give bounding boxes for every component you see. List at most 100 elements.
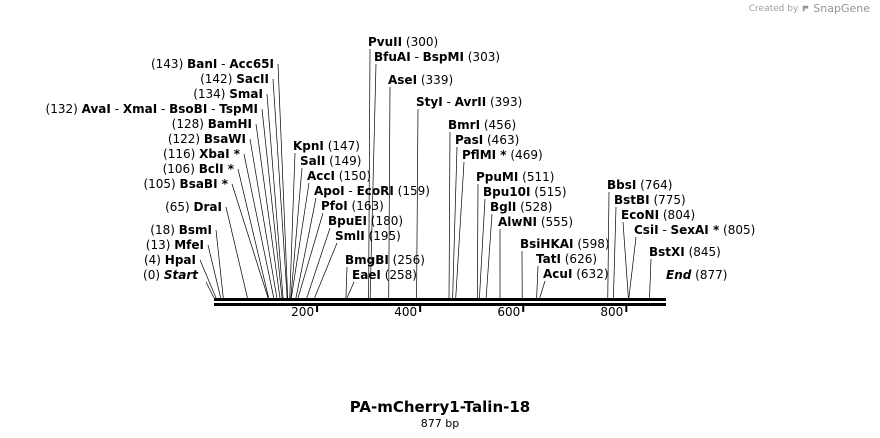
site-label-pflmi: PflMI * (469) <box>462 148 543 162</box>
sequence-line-bottom <box>214 303 666 306</box>
site-label-bpuei: BpuEI (180) <box>328 214 403 228</box>
site-name: AvaI <box>82 102 111 116</box>
site-position: (149) <box>325 154 361 168</box>
site-position: (463) <box>483 133 519 147</box>
site-leader-line <box>272 78 288 299</box>
site-position: (300) <box>402 35 438 49</box>
site-leader-line <box>477 183 479 299</box>
site-label-bgli: BglI (528) <box>490 200 552 214</box>
site-position: (456) <box>480 118 516 132</box>
map-title: PA-mCherry1-Talin-18 <box>349 398 531 416</box>
site-name: ApoI <box>314 184 345 198</box>
restriction-map: 200 400 600 800 (0) Start End (877) (143) BanI… <box>46 35 756 319</box>
site-label-pvuii: PvuII (300) <box>368 35 438 49</box>
site-name: TatI <box>536 252 561 266</box>
site-position: (116) <box>163 147 199 161</box>
site-leader-line <box>607 191 610 299</box>
tick-label: 200 <box>291 305 314 319</box>
site-label-tati: TatI (626) <box>536 252 597 266</box>
site-separator: - <box>111 102 123 116</box>
site-position: (528) <box>516 200 552 214</box>
site-leader-line <box>289 152 296 299</box>
site-position: (13) <box>146 238 174 252</box>
site-position: (393) <box>486 95 522 109</box>
site-position: (775) <box>650 193 686 207</box>
site-name: EcoRI <box>357 184 394 198</box>
site-label-pfoi: PfoI (163) <box>321 199 384 213</box>
site-position: (339) <box>417 73 453 87</box>
site-label-bfuai: BfuAI - BspMI (303) <box>374 50 500 64</box>
site-name: EcoNI <box>621 208 659 222</box>
site-position: (515) <box>530 185 566 199</box>
site-label-bstbi: BstBI (775) <box>614 193 686 207</box>
site-name: XbaI * <box>199 147 241 161</box>
site-name: BsaWI <box>204 132 246 146</box>
start-position: (0) <box>143 268 164 282</box>
site-label-bsihkai: BsiHKAI (598) <box>520 237 610 251</box>
site-leader-line <box>243 153 275 299</box>
site-leader-line <box>277 63 289 299</box>
site-name: PflMI * <box>462 148 507 162</box>
site-name: XmaI <box>123 102 157 116</box>
site-leader-line <box>628 236 637 299</box>
end-text: End <box>666 268 692 282</box>
site-label-bbsi: BbsI (764) <box>607 178 672 192</box>
site-name: BstXI <box>649 245 685 259</box>
site-leader-line <box>485 213 493 299</box>
site-name: BfuAI <box>374 50 411 64</box>
site-leader-line <box>455 161 465 299</box>
site-label-mfei: (13) MfeI <box>146 238 204 252</box>
site-leader-line <box>613 206 617 299</box>
site-name: PasI <box>455 133 483 147</box>
site-leader-line <box>261 108 283 299</box>
site-name: AcuI <box>543 267 572 281</box>
site-position: (105) <box>143 177 179 191</box>
title-block: PA-mCherry1-Talin-18 877 bp <box>0 398 880 430</box>
site-name: BglI <box>490 200 516 214</box>
site-name: HpaI <box>165 253 196 267</box>
site-leader-line <box>205 281 215 299</box>
site-name: BbsI <box>607 178 636 192</box>
site-position: (303) <box>464 50 500 64</box>
site-name: KpnI <box>293 139 324 153</box>
site-name: PvuII <box>368 35 402 49</box>
credit-created-by: Created by <box>748 3 799 14</box>
site-leader-line <box>255 123 281 299</box>
site-leader-line <box>452 146 458 299</box>
site-name: CsiI <box>634 223 659 237</box>
site-leader-line <box>388 86 391 299</box>
tick-label: 800 <box>600 305 623 319</box>
site-position: (159) <box>394 184 430 198</box>
site-separator: - <box>411 50 423 64</box>
site-position: (256) <box>389 253 425 267</box>
site-label-hpai: (4) HpaI <box>144 253 196 267</box>
site-label-kpni: KpnI (147) <box>293 139 360 153</box>
site-name: BpuEI <box>328 214 367 228</box>
site-position: (65) <box>165 200 193 214</box>
site-name: SmlI <box>335 229 365 243</box>
site-leader-line <box>416 108 419 299</box>
site-name: BstBI <box>614 193 650 207</box>
site-label-pasi: PasI (463) <box>455 133 519 147</box>
site-label-bpu10i: Bpu10I (515) <box>483 185 567 199</box>
credit: Created by SnapGene <box>749 2 870 15</box>
site-leader-line <box>215 229 224 299</box>
site-separator: - <box>345 184 357 198</box>
site-label-bmgbi: BmgBI (256) <box>345 253 425 267</box>
site-position: (258) <box>381 268 417 282</box>
site-name: BsmI <box>179 223 212 237</box>
start-text: Start <box>164 268 199 282</box>
site-label-bmri: BmrI (456) <box>448 118 516 132</box>
site-leader-line <box>297 212 324 299</box>
site-label-avai: (132) AvaI - XmaI - BsoBI - TspMI <box>46 102 258 116</box>
site-separator: - <box>659 223 671 237</box>
site-position: (764) <box>636 178 672 192</box>
site-name: PpuMI <box>476 170 518 184</box>
site-name: BsiHKAI <box>520 237 574 251</box>
tick-label: 400 <box>394 305 417 319</box>
site-label-csii: CsiI - SexAI * (805) <box>634 223 755 237</box>
site-position: (598) <box>574 237 610 251</box>
site-position: (106) <box>163 162 199 176</box>
site-label-bani: (143) BanI - Acc65I <box>151 57 274 71</box>
site-label-smai: (134) SmaI <box>193 87 263 101</box>
